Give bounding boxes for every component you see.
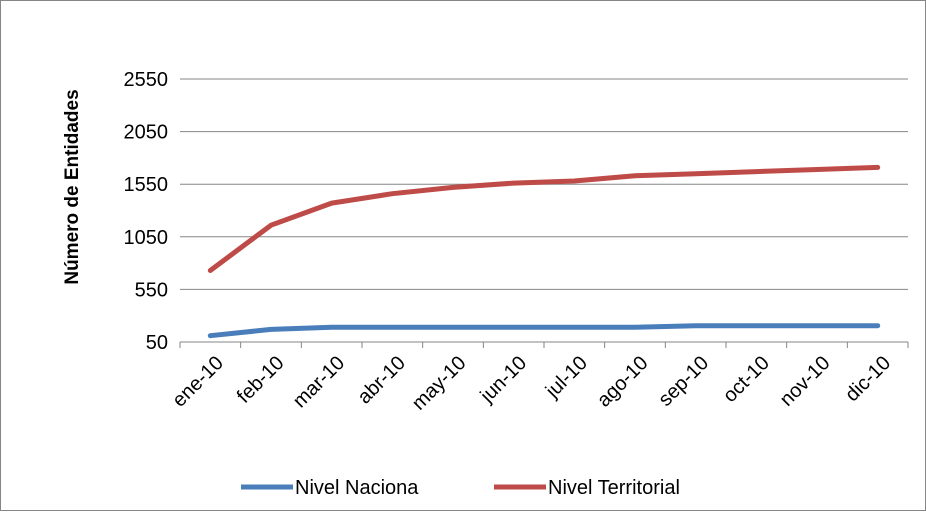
- y-tick-label: 2050: [124, 122, 169, 144]
- x-tick-label: nov-10: [776, 352, 835, 411]
- y-tick-label: 50: [146, 332, 168, 354]
- gridlines: [179, 78, 909, 348]
- x-tick-label: feb-10: [233, 352, 289, 408]
- x-tick-label: ene-10: [168, 352, 228, 412]
- legend-label: Nivel Naciona: [295, 477, 419, 499]
- x-tick-label: oct-10: [719, 352, 774, 407]
- series-line-0: [207, 323, 881, 339]
- y-tick-labels: 50 550 1050 1550 2050 2550: [124, 69, 169, 354]
- x-tick-label: jul-10: [541, 352, 592, 403]
- legend: Nivel Naciona Nivel Territorial: [241, 477, 680, 499]
- x-tick-label: ago-10: [593, 352, 653, 412]
- x-tick-label: jun-10: [476, 352, 532, 408]
- y-tick-label: 1050: [124, 227, 169, 249]
- legend-label: Nivel Territorial: [548, 477, 680, 499]
- x-tick-label: dic-10: [841, 352, 895, 406]
- x-tick-label: abr-10: [353, 352, 409, 408]
- y-tick-label: 550: [135, 279, 168, 301]
- x-tick-label: mar-10: [289, 352, 349, 412]
- x-tick-label: sep-10: [654, 352, 713, 411]
- x-tick-label: may-10: [408, 352, 471, 415]
- y-tick-label: 1550: [124, 174, 169, 196]
- y-axis-label: Número de Entidades: [62, 89, 83, 284]
- y-tick-label: 2550: [124, 69, 169, 91]
- series-line-1: [207, 164, 881, 273]
- series-lines: [207, 164, 881, 339]
